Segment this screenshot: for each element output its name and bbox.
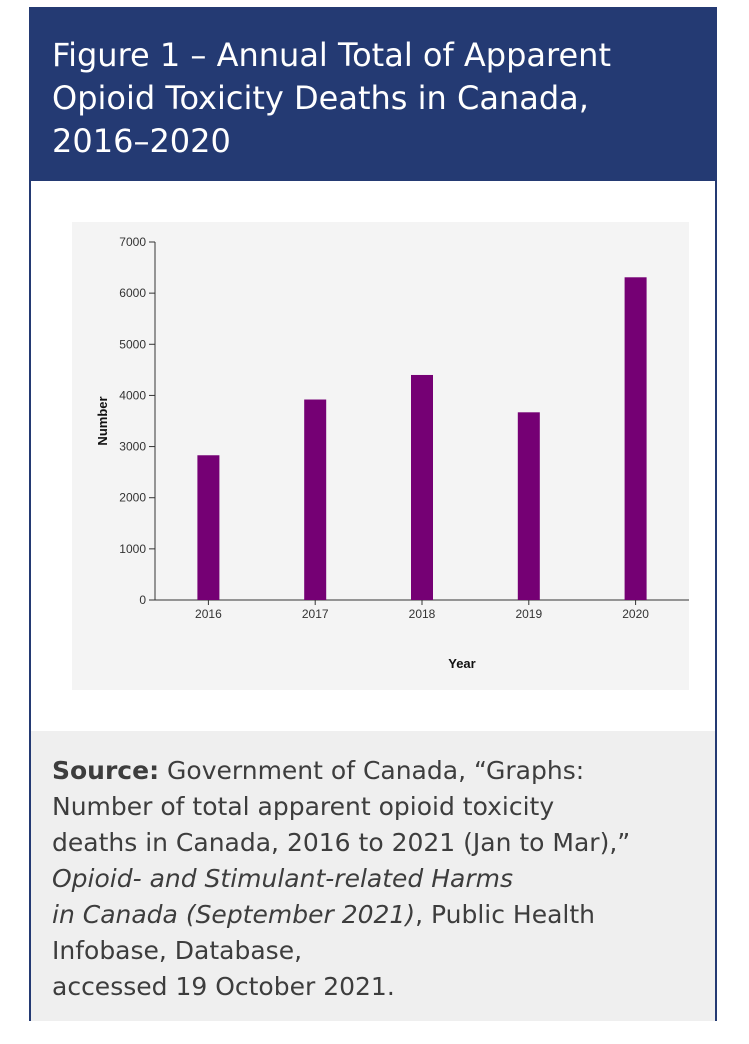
- source-text-5-italic: in Canada (September 2021): [52, 900, 416, 929]
- source-line-1: Source: Government of Canada, “Graphs:: [52, 753, 695, 789]
- x-tick-label: 2019: [515, 607, 542, 621]
- title-line-3: 2016–2020: [52, 122, 231, 160]
- source-line-7: accessed 19 October 2021.: [52, 972, 395, 1001]
- source-text-5: , Public Health: [415, 900, 595, 929]
- y-tick-label: 4000: [119, 388, 146, 402]
- x-tick-label: 2016: [195, 607, 222, 621]
- source-text-1: Government of Canada, “Graphs:: [159, 756, 585, 785]
- y-tick-label: 2000: [119, 491, 146, 505]
- x-axis-title: Year: [448, 656, 475, 671]
- bar: [411, 374, 433, 600]
- source-line-3: deaths in Canada, 2016 to 2021 (Jan to M…: [52, 828, 631, 857]
- source-line-5: in Canada (September 2021), Public Healt…: [52, 897, 695, 933]
- y-axis-title: Number: [95, 396, 110, 445]
- y-tick-label: 7000: [119, 235, 146, 249]
- source-line-2: Number of total apparent opioid toxicity: [52, 792, 555, 821]
- chart-area: 0 1000 2000 3000 4000 5000 6000 7000 2016 2017 201…: [72, 222, 689, 690]
- bar: [304, 399, 327, 600]
- source-line-4: Opioid- and Stimulant-related Harms: [52, 864, 513, 893]
- bar: [517, 412, 540, 600]
- title-line-2: Opioid Toxicity Deaths in Canada,: [52, 79, 589, 117]
- x-tick-label: 2018: [409, 607, 436, 621]
- source-line-6: Infobase, Database,: [52, 936, 303, 965]
- figure-title: Figure 1 – Annual Total of Apparent Opio…: [52, 34, 682, 163]
- source-note: Source: Government of Canada, “Graphs: N…: [31, 731, 715, 1021]
- y-tick-label: 5000: [119, 337, 146, 351]
- x-tick-label: 2017: [302, 607, 329, 621]
- y-tick-label: 1000: [119, 542, 146, 556]
- bar: [624, 277, 647, 600]
- bar: [197, 455, 220, 600]
- figure-header: Figure 1 – Annual Total of Apparent Opio…: [31, 9, 715, 181]
- x-tick-label: 2020: [622, 607, 649, 621]
- bar-chart: 0 1000 2000 3000 4000 5000 6000 7000 2016 2017 201…: [95, 235, 689, 671]
- figure-card: Figure 1 – Annual Total of Apparent Opio…: [29, 7, 717, 1021]
- y-tick-label: 3000: [119, 440, 146, 454]
- y-tick-label: 0: [139, 593, 146, 607]
- source-label: Source:: [52, 756, 160, 785]
- title-line-1: Figure 1 – Annual Total of Apparent: [52, 36, 611, 74]
- y-tick-label: 6000: [119, 286, 146, 300]
